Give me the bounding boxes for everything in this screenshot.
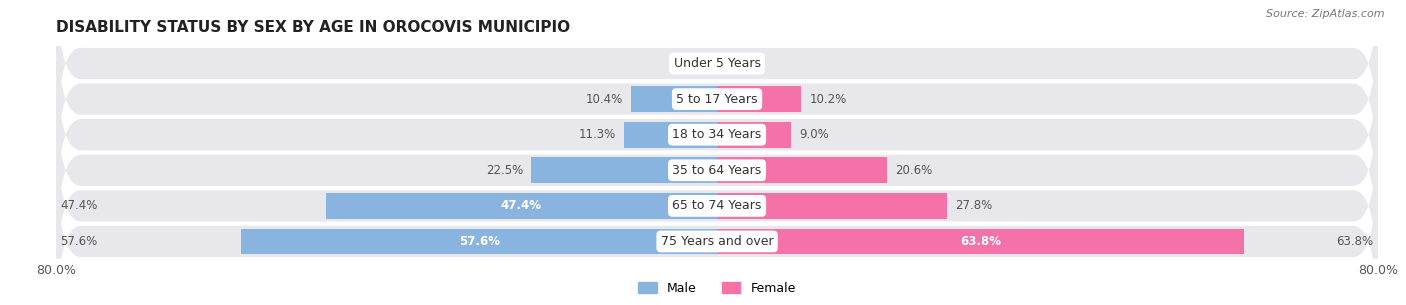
- FancyBboxPatch shape: [56, 79, 1378, 261]
- FancyBboxPatch shape: [56, 115, 1378, 297]
- FancyBboxPatch shape: [56, 44, 1378, 226]
- Text: 10.4%: 10.4%: [586, 93, 623, 106]
- Text: Source: ZipAtlas.com: Source: ZipAtlas.com: [1267, 9, 1385, 19]
- Text: 5 to 17 Years: 5 to 17 Years: [676, 93, 758, 106]
- Text: 63.8%: 63.8%: [1337, 235, 1374, 248]
- Text: 35 to 64 Years: 35 to 64 Years: [672, 164, 762, 177]
- Bar: [717, 193, 946, 219]
- Text: 9.0%: 9.0%: [800, 128, 830, 141]
- Text: 11.3%: 11.3%: [578, 128, 616, 141]
- Legend: Male, Female: Male, Female: [633, 277, 801, 300]
- Text: 27.8%: 27.8%: [955, 199, 993, 212]
- FancyBboxPatch shape: [56, 0, 1378, 155]
- Bar: [631, 86, 717, 112]
- Bar: [717, 86, 801, 112]
- Text: 20.6%: 20.6%: [896, 164, 932, 177]
- Text: 75 Years and over: 75 Years and over: [661, 235, 773, 248]
- Text: DISABILITY STATUS BY SEX BY AGE IN OROCOVIS MUNICIPIO: DISABILITY STATUS BY SEX BY AGE IN OROCO…: [56, 20, 571, 35]
- Bar: [717, 157, 887, 183]
- Text: 57.6%: 57.6%: [458, 235, 499, 248]
- Text: 63.8%: 63.8%: [960, 235, 1001, 248]
- Bar: [242, 229, 717, 254]
- Text: 47.4%: 47.4%: [501, 199, 541, 212]
- Text: 65 to 74 Years: 65 to 74 Years: [672, 199, 762, 212]
- Text: 10.2%: 10.2%: [810, 93, 846, 106]
- FancyBboxPatch shape: [56, 150, 1378, 305]
- Text: 57.6%: 57.6%: [60, 235, 97, 248]
- Text: 0.0%: 0.0%: [679, 57, 709, 70]
- Bar: [717, 229, 1244, 254]
- FancyBboxPatch shape: [56, 8, 1378, 190]
- Text: 22.5%: 22.5%: [485, 164, 523, 177]
- Bar: [326, 193, 717, 219]
- Bar: [531, 157, 717, 183]
- Text: 18 to 34 Years: 18 to 34 Years: [672, 128, 762, 141]
- Text: Under 5 Years: Under 5 Years: [673, 57, 761, 70]
- Text: 0.0%: 0.0%: [725, 57, 755, 70]
- Text: 47.4%: 47.4%: [60, 199, 98, 212]
- Bar: [624, 122, 717, 148]
- Bar: [717, 122, 792, 148]
